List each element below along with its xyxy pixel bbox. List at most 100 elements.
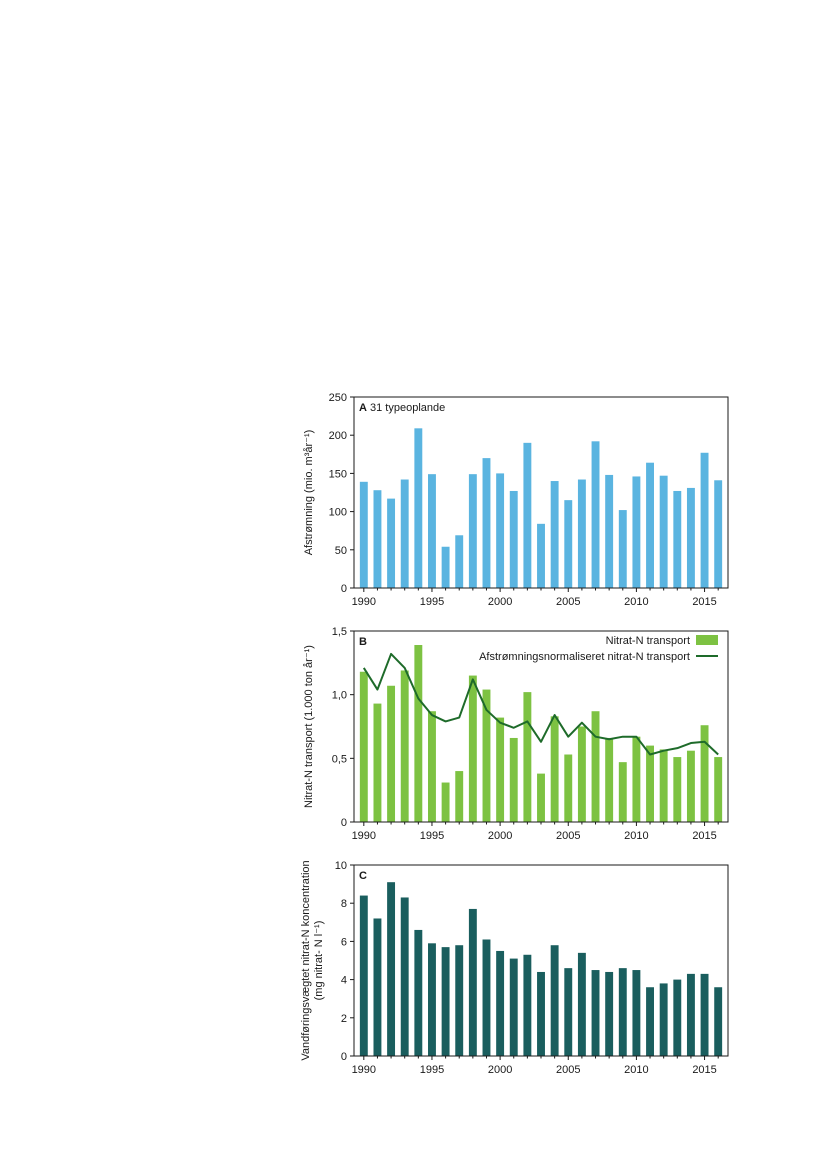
bar-2013 [673, 490, 682, 588]
bar-2009 [618, 510, 627, 588]
legend-label: Nitrat-N transport [606, 635, 690, 647]
panel-letter: B [359, 636, 367, 648]
bar-2015 [700, 973, 709, 1056]
bar-2011 [646, 987, 654, 1056]
y-tick-label: 2 [341, 1013, 347, 1025]
bar-1998 [468, 474, 477, 588]
bar-1993 [400, 897, 409, 1056]
y-axis-label: Vandføringsvægtet nitrat-N koncentration [300, 860, 312, 1060]
bar-2007 [591, 711, 600, 822]
x-tick-label: 2010 [624, 596, 648, 608]
y-tick-label: 0 [341, 583, 347, 595]
bar-2014 [686, 487, 695, 588]
panel-c-nitrate-concentration: 0 2 4 6 8 10 1990 1995 2000 2005 2010 2015 C Vandføri… [300, 860, 729, 1076]
bar-1998 [468, 675, 477, 822]
bar-2006 [577, 726, 586, 822]
panel-title: B [359, 636, 367, 648]
x-tick-label: 2005 [556, 1064, 580, 1076]
bar-2001 [509, 490, 518, 588]
bar-1998 [468, 908, 477, 1056]
bar-1991 [373, 918, 382, 1056]
x-tick-label: 2015 [692, 1064, 716, 1076]
bar-1995 [428, 474, 436, 588]
normalized-transport-line [362, 652, 719, 756]
y-axis-label-unit: (mg nitrat- N l⁻¹) [313, 921, 325, 1001]
bar-2005 [564, 968, 573, 1056]
bar-1992 [387, 685, 396, 822]
y-tick-label: 0 [341, 1051, 347, 1063]
x-tick-label: 1990 [352, 1064, 376, 1076]
bar-1991 [373, 490, 382, 588]
bar-2014 [686, 973, 695, 1056]
bar-2009 [618, 968, 627, 1056]
x-tick-label: 2000 [488, 1064, 512, 1076]
panel-title-text: 31 typeoplande [367, 402, 445, 414]
bar-2003 [537, 773, 545, 822]
bar-2010 [632, 476, 641, 588]
panel-letter: A [359, 402, 367, 414]
bar-2004 [550, 481, 559, 588]
bar-2016 [714, 480, 723, 588]
bar-2016 [714, 757, 723, 822]
bar-2003 [537, 971, 545, 1056]
x-tick-label: 2000 [488, 830, 512, 842]
bar-2001 [509, 958, 518, 1056]
x-tick-label: 2005 [556, 830, 580, 842]
y-tick-label: 6 [341, 936, 347, 948]
y-tick-label: 0 [341, 817, 347, 829]
bar-1993 [400, 670, 409, 822]
bar-2013 [673, 979, 682, 1056]
bar-2008 [605, 474, 614, 588]
panel-b-nitrate-transport: 0 0,5 1,0 1,5 1990 1995 2000 2005 2010 2015 B Nitra… [303, 626, 729, 842]
bar-1997 [455, 945, 464, 1056]
bar-1995 [428, 711, 436, 822]
bar-2010 [632, 736, 641, 822]
bar-2005 [564, 754, 573, 822]
y-tick-label: 1,0 [332, 690, 347, 702]
y-tick-label: 4 [341, 975, 347, 987]
bar-2004 [550, 945, 559, 1056]
bar-2015 [700, 725, 709, 822]
bar-2004 [550, 716, 559, 822]
bar-1999 [482, 689, 491, 822]
bar-2011 [646, 462, 654, 588]
x-tick-label: 2015 [692, 830, 716, 842]
bar-1992 [387, 498, 396, 588]
x-tick-label: 2015 [692, 596, 716, 608]
bar-2011 [646, 745, 654, 822]
y-tick-label: 150 [329, 468, 347, 480]
bar-1996 [441, 947, 450, 1056]
bar-2003 [537, 523, 545, 588]
bar-1996 [441, 782, 450, 822]
y-tick-label: 250 [329, 392, 347, 404]
bar-2002 [523, 954, 532, 1056]
bar-2001 [509, 737, 518, 822]
x-tick-label: 2010 [624, 1064, 648, 1076]
y-tick-label: 100 [329, 507, 347, 519]
x-tick-label: 2010 [624, 830, 648, 842]
bar-1999 [482, 939, 491, 1056]
bar-2000 [496, 950, 505, 1056]
y-tick-label: 8 [341, 898, 347, 910]
bar-2006 [577, 952, 586, 1056]
bar-1997 [455, 535, 464, 588]
x-tick-label: 2000 [488, 596, 512, 608]
bar-2016 [714, 987, 723, 1056]
x-tick-label: 1990 [352, 830, 376, 842]
x-tick-label: 2005 [556, 596, 580, 608]
legend-label: Afstrømningsnormaliseret nitrat-N transp… [479, 651, 690, 663]
bar-1990 [359, 481, 368, 588]
bar-1997 [455, 771, 464, 822]
bar-2006 [577, 479, 586, 588]
y-tick-label: 50 [335, 545, 347, 557]
bar-2010 [632, 970, 641, 1056]
bar-1990 [359, 671, 368, 822]
bar-1994 [414, 645, 423, 822]
panel-title: C [359, 870, 367, 882]
bar-2007 [591, 970, 600, 1056]
bar-2002 [523, 442, 532, 588]
bar-2008 [605, 737, 614, 822]
x-tick-label: 1995 [420, 1064, 444, 1076]
bar-2015 [700, 452, 709, 588]
y-tick-label: 200 [329, 430, 347, 442]
